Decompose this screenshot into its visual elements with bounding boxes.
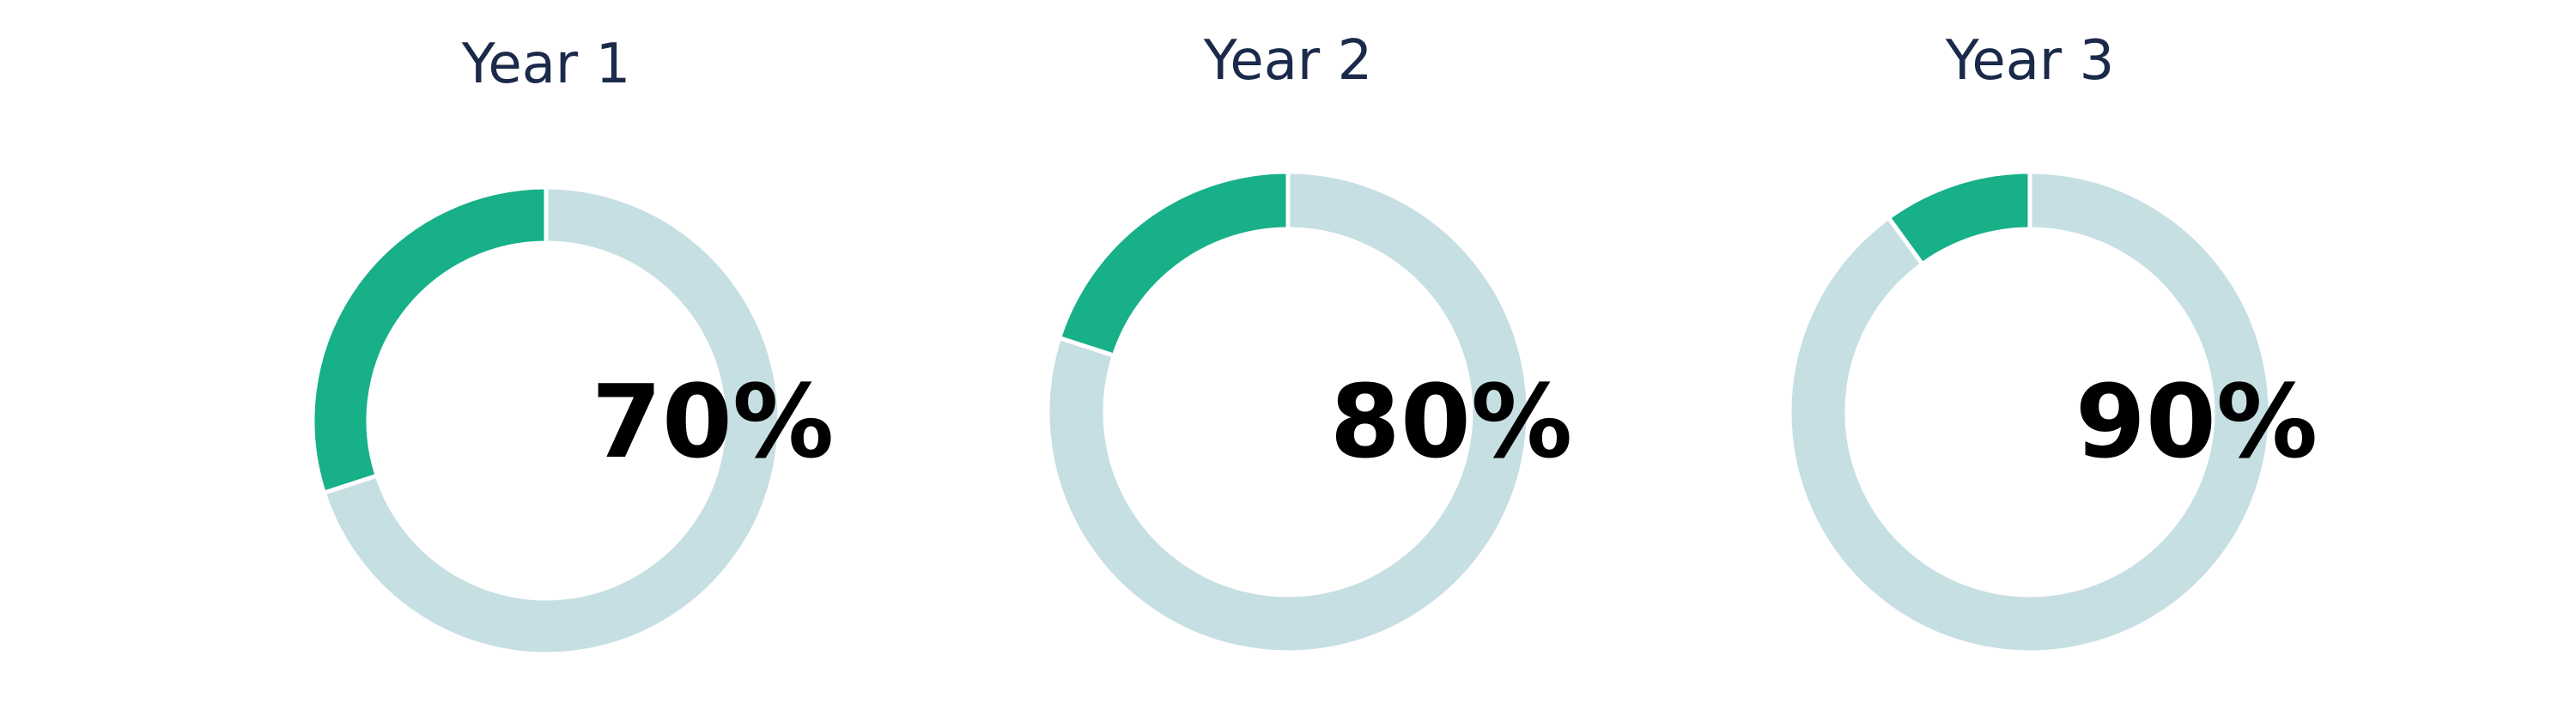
center-value: 90% (2075, 362, 2318, 481)
center-value: 80% (1330, 362, 1572, 481)
donut-slice-highlight (1885, 169, 2032, 268)
chart-title: Year 2 (1203, 29, 1373, 93)
donut-slice-highlight (310, 185, 549, 496)
center-value: 70% (592, 362, 834, 481)
donut-panel-year-3: Year 3 90% (1787, 29, 2318, 655)
chart-title: Year 1 (461, 33, 631, 96)
donut-ring (1787, 169, 2273, 655)
donut-slice-majority (1787, 169, 2273, 655)
donut-slice-majority (1045, 169, 1531, 655)
donut-ring (1045, 169, 1531, 655)
donut-panel-year-1: Year 1 70% (310, 33, 834, 657)
chart-title: Year 3 (1945, 29, 2115, 93)
donut-slice-highlight (1056, 169, 1291, 359)
donut-ring (310, 185, 782, 657)
donut-panel-year-2: Year 2 80% (1045, 29, 1572, 655)
donut-slice-majority (321, 185, 782, 657)
